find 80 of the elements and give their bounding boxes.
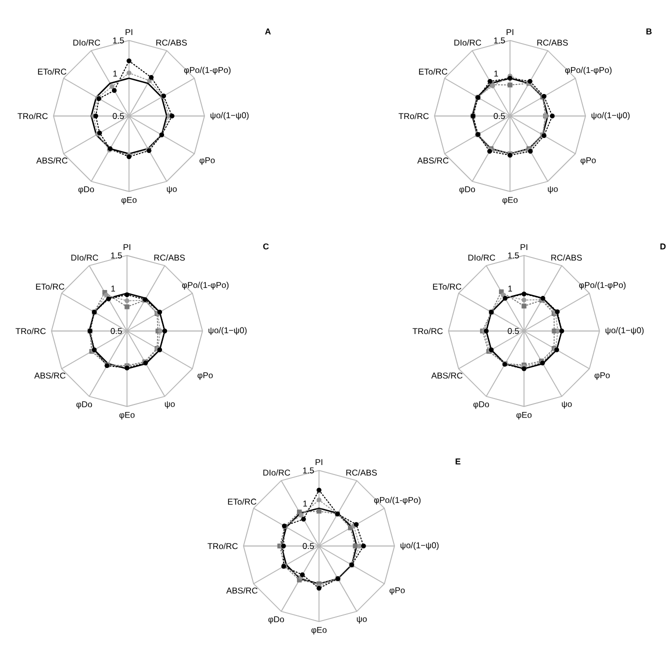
spoke-label: ETo/RC bbox=[228, 498, 256, 505]
spoke-label: PI bbox=[506, 29, 514, 36]
spoke-label: φEo bbox=[119, 412, 135, 420]
spoke-label: φPo/(1-φPo) bbox=[182, 282, 229, 290]
y-tick-label: 1.5 bbox=[111, 252, 122, 258]
spoke-label: φPo bbox=[200, 157, 215, 165]
spoke-label: φPo/(1-φPo) bbox=[184, 66, 231, 75]
spoke-label: RC/ABS bbox=[154, 254, 185, 261]
spoke-label: RC/ABS bbox=[551, 254, 582, 261]
spoke-label: ψo/(1−ψ0) bbox=[208, 327, 247, 335]
spoke-label: φDo bbox=[76, 401, 92, 409]
spoke-label: PI bbox=[124, 244, 130, 250]
y-tick-label: 1 bbox=[113, 70, 118, 76]
spoke-label: φEo bbox=[311, 626, 327, 635]
spoke-label: TRo/RC bbox=[18, 112, 48, 120]
spoke-label: DIo/RC bbox=[263, 469, 290, 476]
spoke-label: DIo/RC bbox=[73, 39, 100, 46]
spoke-label: TRo/RC bbox=[16, 328, 46, 334]
text: A bbox=[265, 28, 271, 34]
spoke-label: DIo/RC bbox=[468, 254, 496, 261]
spoke-label: PI bbox=[520, 244, 528, 250]
spoke-label: ABS/RC bbox=[226, 587, 258, 594]
spoke-label: DIo/RC bbox=[454, 39, 482, 46]
y-tick-label: 1.5 bbox=[303, 468, 314, 474]
spoke-label: φEo bbox=[121, 196, 137, 205]
spoke-label: ψo/(1−ψ0) bbox=[606, 327, 644, 335]
text: E bbox=[456, 458, 460, 464]
spoke-label: ABS/RC bbox=[36, 157, 68, 164]
spoke-label: TRo/RC bbox=[398, 112, 429, 120]
text: B bbox=[646, 28, 652, 34]
y-tick-label: 1 bbox=[111, 286, 116, 292]
spoke-label: PI bbox=[126, 29, 132, 36]
spoke-label: ETo/RC bbox=[433, 283, 462, 290]
y-tick-label: 1.5 bbox=[113, 38, 124, 44]
spoke-label: φDo bbox=[459, 186, 475, 194]
y-tick-label: 0.5 bbox=[112, 113, 124, 119]
y-tick-label: 1 bbox=[508, 286, 512, 292]
spoke-label: TRo/RC bbox=[412, 328, 443, 334]
spoke-label: PI bbox=[316, 459, 322, 466]
spoke-label: φPo/(1-φPo) bbox=[374, 496, 421, 505]
spoke-label: ψo bbox=[164, 401, 175, 409]
spoke-label: ETo/RC bbox=[36, 283, 64, 290]
spoke-label: φPo/(1-φPo) bbox=[579, 282, 626, 290]
spoke-label: φPo/(1-φPo) bbox=[565, 66, 612, 75]
spoke-label: φDo bbox=[78, 186, 94, 194]
spoke-label: φPo bbox=[594, 372, 610, 380]
spoke-label: RC/ABS bbox=[156, 39, 187, 46]
y-tick-label: 0.5 bbox=[494, 113, 505, 119]
text: D bbox=[660, 244, 666, 250]
y-tick-label: 1 bbox=[303, 500, 308, 506]
spoke-label: ψo bbox=[356, 616, 367, 624]
spoke-label: RC/ABS bbox=[537, 39, 568, 46]
spoke-label: TRo/RC bbox=[208, 542, 238, 550]
y-tick-label: 1.5 bbox=[494, 38, 505, 44]
spoke-label: ABS/RC bbox=[431, 372, 462, 379]
spoke-label: φPo bbox=[198, 372, 213, 380]
spoke-label: ψo/(1−ψ0) bbox=[210, 112, 249, 120]
y-tick-label: 1.5 bbox=[508, 252, 519, 258]
spoke-label: φDo bbox=[473, 401, 489, 409]
spoke-label: ETo/RC bbox=[419, 68, 448, 75]
spoke-label: φEo bbox=[502, 196, 518, 205]
spoke-label: DIo/RC bbox=[71, 254, 98, 261]
spoke-label: ψo bbox=[548, 186, 558, 194]
y-tick-label: 0.5 bbox=[508, 328, 519, 334]
y-tick-label: 0.5 bbox=[302, 543, 314, 549]
spoke-label: ABS/RC bbox=[34, 372, 66, 379]
spoke-label: ψo bbox=[166, 186, 177, 194]
spoke-label: φPo bbox=[580, 157, 596, 165]
spoke-label: ψo bbox=[562, 401, 572, 409]
spoke-label: ψo/(1−ψ0) bbox=[592, 112, 630, 120]
spoke-label: φPo bbox=[390, 587, 405, 595]
spoke-label: ETo/RC bbox=[38, 68, 66, 75]
y-tick-label: 0.5 bbox=[110, 328, 122, 334]
y-tick-label: 1 bbox=[494, 70, 498, 76]
spoke-label: ABS/RC bbox=[417, 157, 448, 164]
spoke-label: RC/ABS bbox=[346, 469, 377, 476]
spoke-label: ψo/(1−ψ0) bbox=[400, 542, 439, 550]
spoke-label: φEo bbox=[516, 412, 532, 420]
text: C bbox=[263, 243, 269, 250]
spoke-label: φDo bbox=[268, 616, 284, 624]
